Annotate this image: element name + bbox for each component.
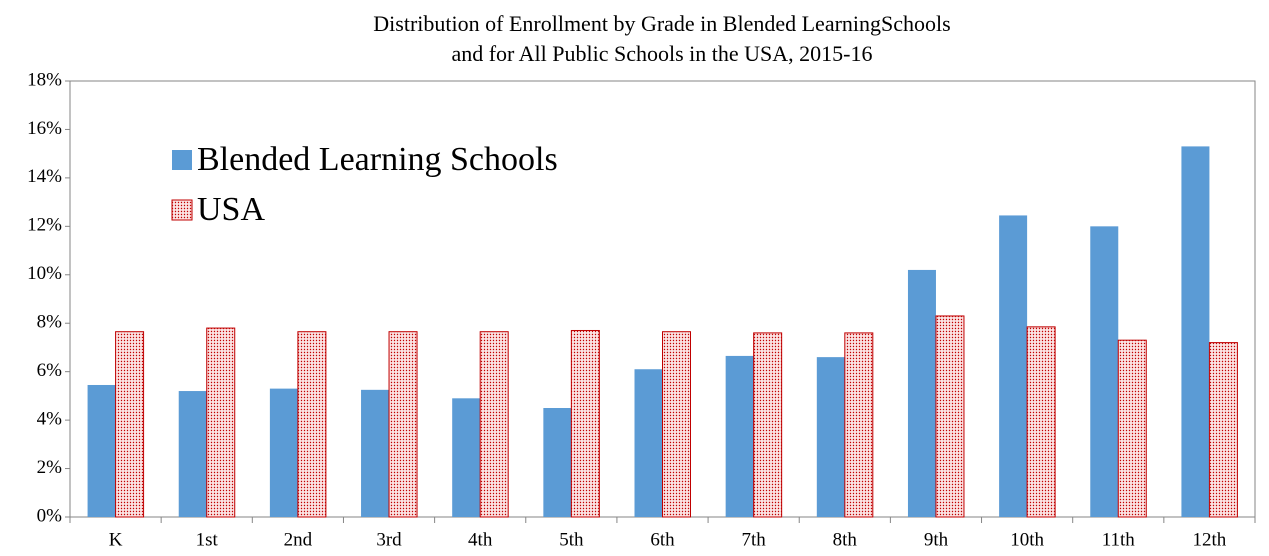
x-tick-label: 11th: [1102, 529, 1136, 550]
bar: [662, 331, 691, 518]
bar: [269, 388, 298, 517]
x-tick-label: 6th: [650, 529, 675, 550]
y-tick-label: 10%: [27, 263, 62, 284]
y-tick-label: 14%: [27, 166, 62, 187]
x-tick-label: 2nd: [284, 529, 313, 550]
bar: [115, 331, 145, 518]
y-tick-label: 18%: [27, 69, 62, 90]
x-tick-label: 7th: [742, 529, 767, 550]
chart-title: Distribution of Enrollment by Grade in B…: [373, 11, 950, 36]
bar: [844, 332, 874, 518]
x-tick-label: 9th: [924, 529, 949, 550]
bar: [1026, 326, 1056, 518]
legend-swatch: [172, 150, 192, 170]
x-tick-label: 4th: [468, 529, 493, 550]
bar: [361, 389, 390, 517]
legend-label: USA: [197, 191, 265, 228]
bar: [543, 408, 572, 517]
y-tick-label: 6%: [37, 360, 63, 381]
bar: [178, 391, 207, 517]
x-tick-label: 5th: [559, 529, 584, 550]
bar: [935, 315, 965, 518]
y-tick-label: 2%: [37, 457, 63, 478]
bar: [816, 357, 845, 517]
chart-title: and for All Public Schools in the USA, 2…: [451, 41, 872, 66]
y-tick-label: 8%: [37, 312, 63, 333]
bar: [206, 327, 236, 518]
bar: [725, 355, 754, 517]
bar: [479, 331, 509, 518]
bar: [452, 398, 481, 517]
bar: [297, 331, 327, 518]
legend-label: Blended Learning Schools: [197, 141, 558, 178]
bar: [570, 329, 600, 518]
x-tick-label: K: [109, 529, 123, 550]
bar: [1117, 339, 1147, 518]
bar: [1181, 146, 1210, 517]
bar: [87, 384, 116, 517]
x-tick-label: 10th: [1010, 529, 1044, 550]
x-tick-label: 1st: [196, 529, 219, 550]
y-tick-label: 4%: [37, 408, 63, 429]
bar: [1208, 342, 1238, 518]
y-tick-label: 12%: [27, 215, 62, 236]
x-tick-label: 12th: [1193, 529, 1227, 550]
bar: [999, 215, 1028, 517]
legend-swatch: [171, 199, 193, 221]
bar: [753, 332, 783, 518]
bar: [1090, 226, 1119, 518]
bar: [907, 269, 936, 517]
x-tick-label: 3rd: [376, 529, 402, 550]
bar: [634, 369, 663, 517]
y-tick-label: 16%: [27, 118, 62, 139]
bar: [388, 331, 418, 518]
y-tick-label: 0%: [37, 505, 63, 526]
x-tick-label: 8th: [833, 529, 858, 550]
